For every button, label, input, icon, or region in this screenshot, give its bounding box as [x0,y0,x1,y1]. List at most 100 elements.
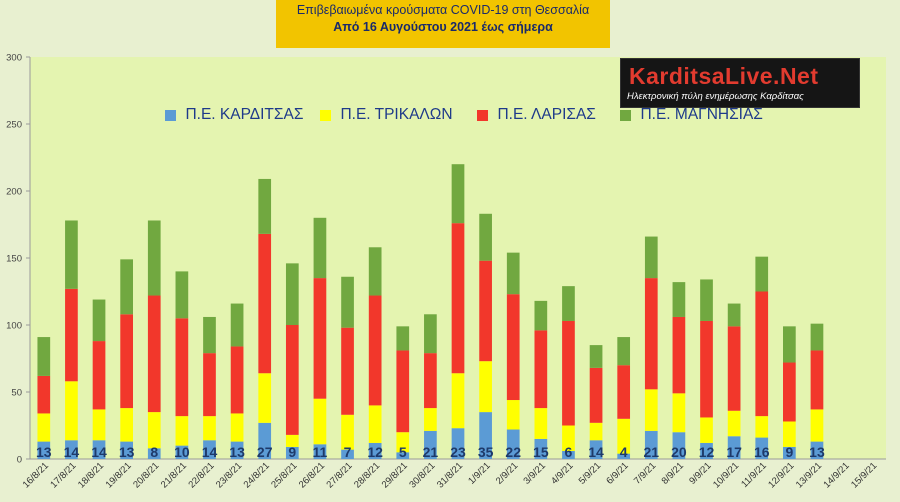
data-label: 5 [399,444,407,460]
bar-segment-series-1 [92,409,106,441]
legend-item-trikala: Π.Ε. ΤΡΙΚΑΛΩΝ [320,106,453,124]
bar-segment-series-0 [506,429,520,459]
y-tick-label: 100 [6,321,22,332]
bar-segment-series-2 [534,330,548,409]
bar-segment-series-0 [644,430,658,459]
bar-segment-series-1 [589,422,603,441]
bar-segment-series-1 [147,412,161,449]
data-label: 13 [809,444,825,460]
bar-segment-series-1 [479,361,492,413]
bar-segment-series-3 [175,271,189,319]
x-tick-label: 28/8/21 [352,460,382,490]
data-label: 21 [423,444,439,460]
data-label: 13 [229,444,245,460]
x-tick-label: 11/9/21 [739,460,769,490]
legend-label-larisa: Π.Ε. ΛΑΡΙΣΑΣ [497,106,596,123]
bar-segment-series-2 [341,327,354,415]
bar-segment-series-3 [451,164,465,224]
bar-segment-series-1 [644,389,658,431]
bar-segment-series-2 [368,295,382,406]
bar-segment-series-1 [230,413,244,442]
legend-item-larisa: Π.Ε. ΛΑΡΙΣΑΣ [477,106,596,124]
bar-segment-series-3 [479,213,492,261]
y-tick-label: 200 [6,187,22,198]
y-tick-label: 0 [17,455,22,466]
data-label: 16 [754,444,770,460]
x-tick-label: 10/9/21 [711,460,741,490]
bar-segment-series-0 [479,412,492,459]
bar-segment-series-0 [368,442,382,459]
x-tick-label: 5/9/21 [577,460,603,486]
bar-segment-series-2 [672,316,686,394]
bar-segment-series-3 [313,217,327,279]
bar-segment-series-1 [37,413,51,442]
bar-segment-series-1 [120,408,133,442]
legend-label-trikala: Π.Ε. ΤΡΙΚΑΛΩΝ [340,106,453,123]
bar-segment-series-1 [258,373,272,423]
bar-segment-series-0 [285,446,299,459]
bar-segment-series-0 [230,441,244,459]
x-tick-label: 22/8/21 [186,460,216,490]
y-tick-label: 150 [6,254,22,265]
bar-segment-series-0 [562,450,575,459]
bar-segment-series-0 [672,432,686,459]
bar-segment-series-3 [147,220,161,296]
x-tick-label: 13/9/21 [794,460,824,490]
bar-segment-series-1 [175,416,189,446]
bar-segment-series-2 [396,350,410,433]
bar-segment-series-2 [175,318,189,417]
data-label: 6 [565,444,573,460]
x-tick-label: 21/8/21 [159,460,189,490]
data-label: 35 [478,444,494,460]
data-label: 21 [644,444,660,460]
bar-segment-series-2 [479,260,492,362]
data-label: 20 [671,444,687,460]
x-tick-label: 3/9/21 [521,460,547,486]
chart-title-box: Επιβεβαιωμένα κρούσματα COVID-19 στη Θεσ… [276,0,610,48]
bar-segment-series-3 [783,326,796,363]
y-tick-label: 250 [6,120,22,131]
bar-segment-series-3 [341,276,354,328]
data-label: 10 [174,444,190,460]
bar-segment-series-0 [65,440,78,459]
bar-segment-series-1 [285,434,299,447]
bar-segment-series-2 [65,288,78,382]
legend-item-karditsa: Π.Ε. ΚΑΡΔΙΤΣΑΣ [165,106,303,124]
bar-segment-series-3 [92,299,106,342]
bar-segment-series-0 [313,444,327,459]
bar-segment-series-3 [589,345,603,368]
data-label: 13 [119,444,135,460]
chart-subtitle: Από 16 Αυγούστου 2021 έως σήμερα [333,20,553,34]
bar-segment-series-1 [672,393,686,433]
bar-segment-series-2 [92,341,106,410]
bar-segment-series-1 [810,409,824,442]
bar-segment-series-1 [65,381,78,441]
bar-segment-series-2 [424,353,437,409]
bar-segment-series-0 [783,446,796,459]
bar-segment-series-2 [451,223,465,374]
bar-segment-series-0 [700,442,713,459]
x-tick-label: 12/9/21 [766,460,796,490]
bar-segment-series-1 [313,398,327,445]
bar-segment-series-2 [258,233,272,374]
bar-segment-series-1 [451,373,465,429]
x-tick-label: 20/8/21 [131,460,161,490]
bar-segment-series-0 [617,453,631,459]
bar-segment-series-2 [727,326,741,411]
bar-segment-series-3 [534,300,548,331]
x-tick-label: 29/8/21 [380,460,410,490]
legend-swatch-trikala [320,109,331,121]
bar-segment-series-0 [396,452,410,459]
data-label: 14 [202,444,218,460]
data-label: 12 [699,444,715,460]
bar-segment-series-3 [506,252,520,295]
data-label: 14 [588,444,604,460]
bar-segment-series-2 [285,325,299,435]
data-label: 8 [150,444,158,460]
y-tick-label: 300 [6,53,22,64]
bar-segment-series-3 [755,256,769,292]
x-tick-label: 26/8/21 [297,460,327,490]
bar-segment-series-2 [120,314,133,409]
x-tick-label: 4/9/21 [549,460,575,486]
